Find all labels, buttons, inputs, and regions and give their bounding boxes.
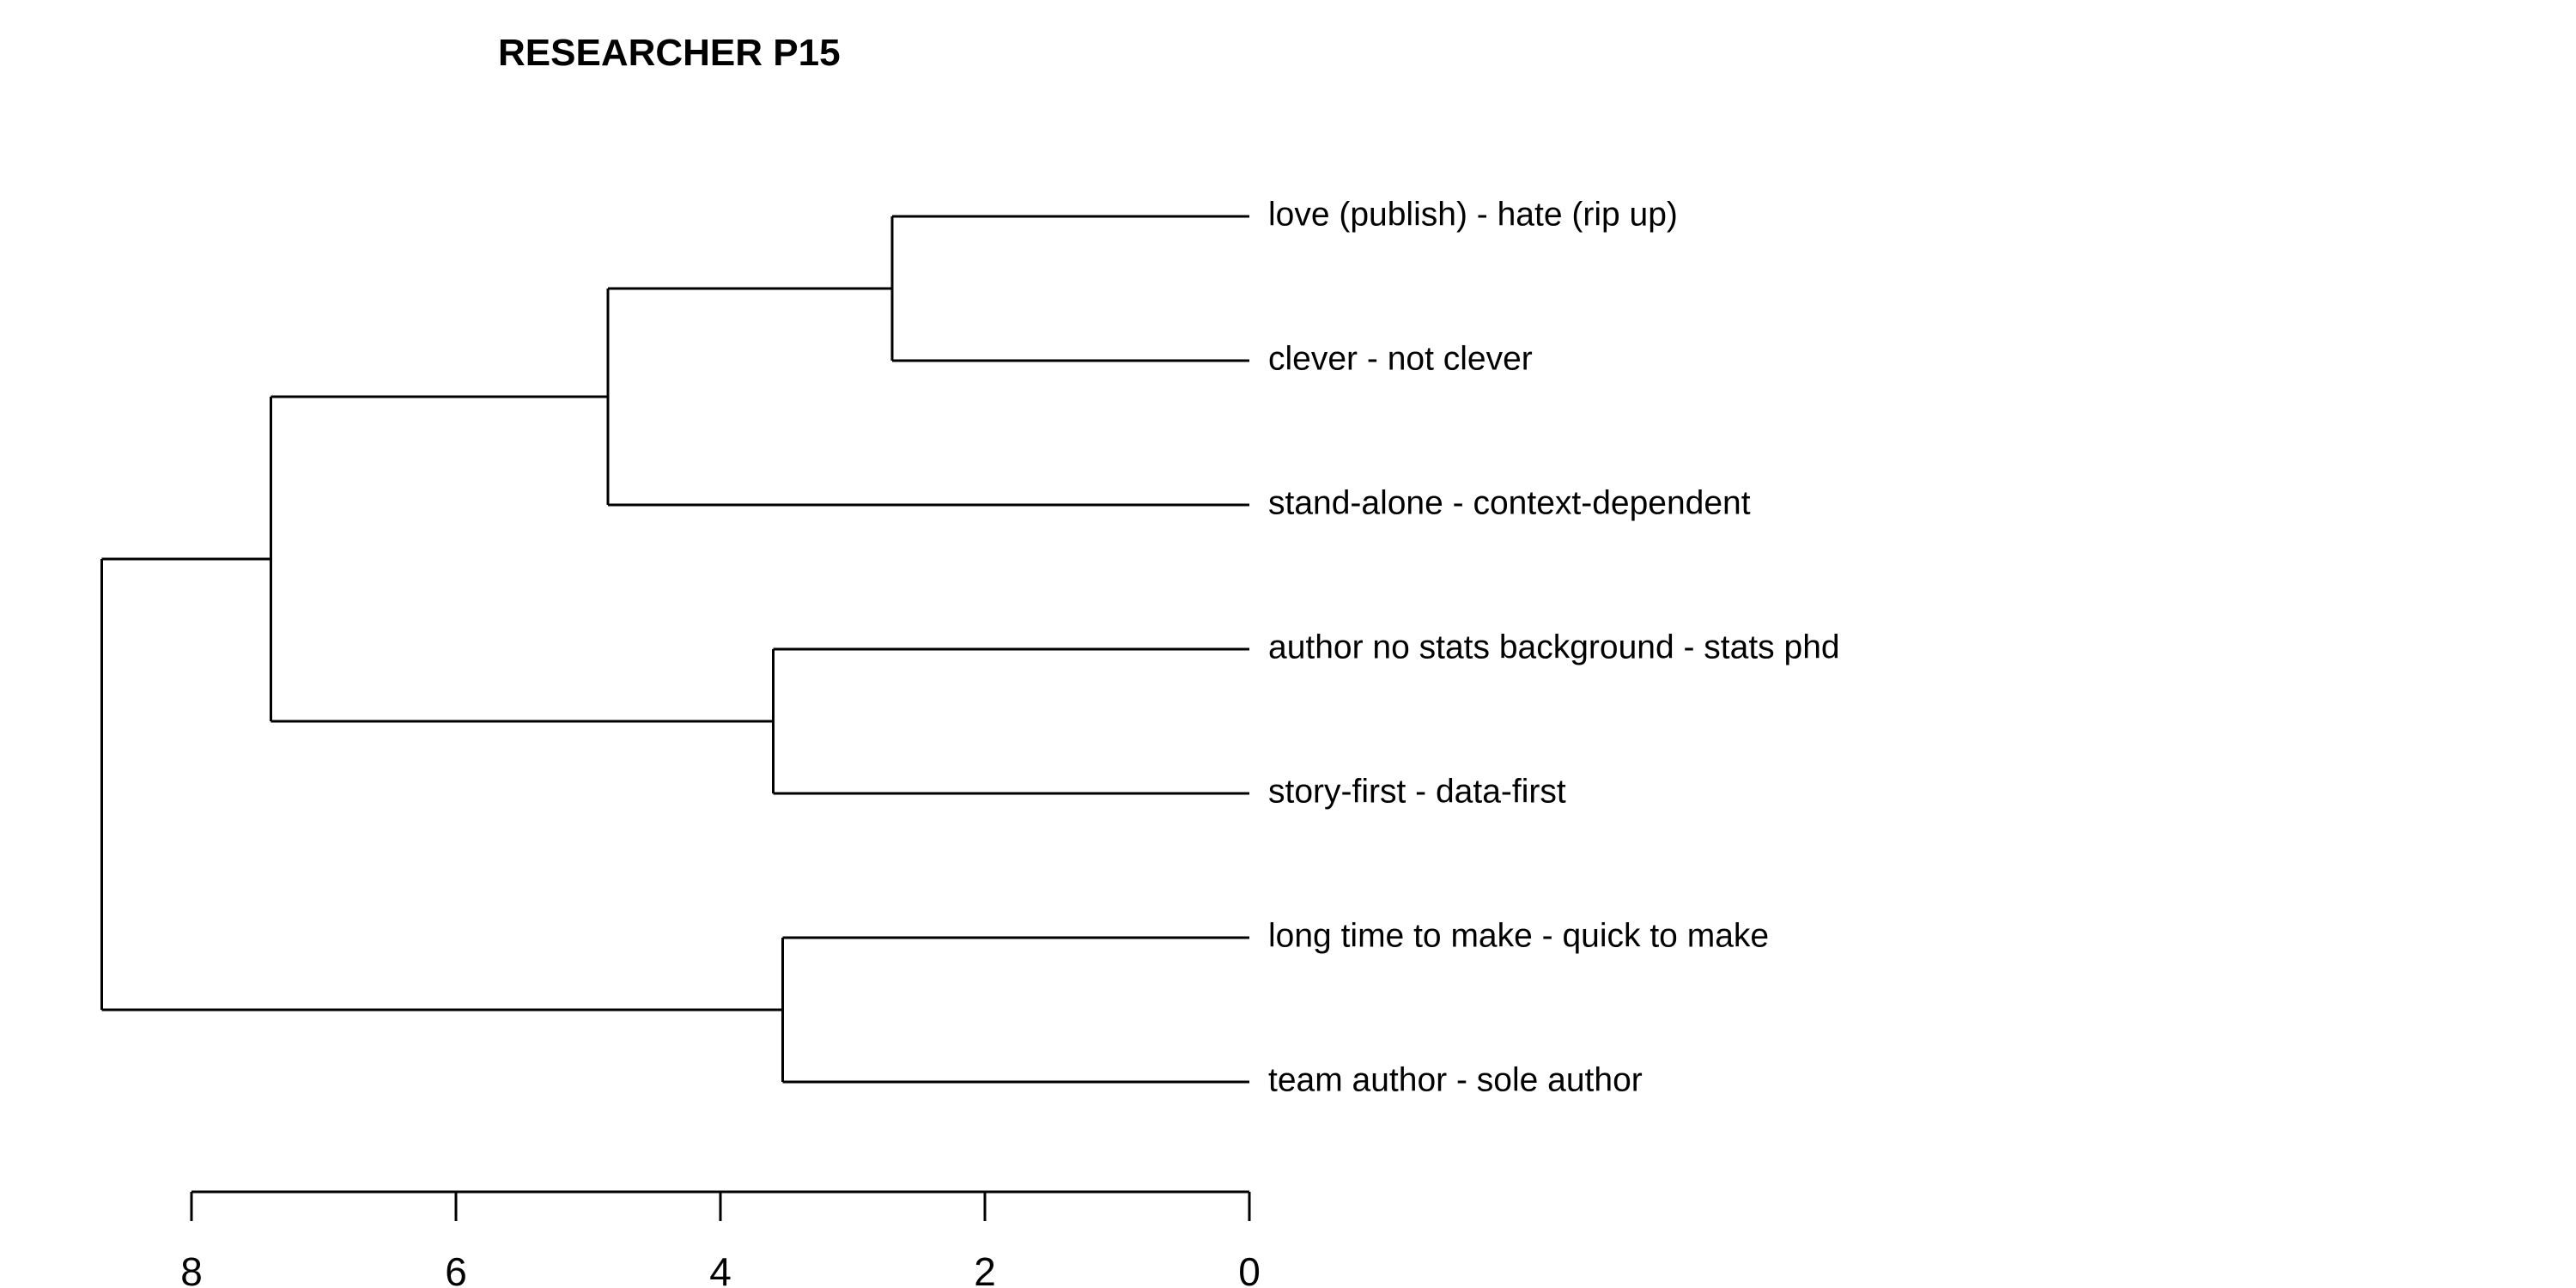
leaf-label: stand-alone - context-dependent xyxy=(1268,484,1751,521)
leaf-label: clever - not clever xyxy=(1268,340,1533,377)
leaf-label: author no stats background - stats phd xyxy=(1268,629,1840,665)
leaf-label: long time to make - quick to make xyxy=(1268,917,1769,954)
leaf-label: love (publish) - hate (rip up) xyxy=(1268,196,1678,233)
x-axis: 8 6 4 2 0 xyxy=(180,1190,1261,1288)
chart-title: RESEARCHER P15 xyxy=(498,32,841,74)
leaf-label: story-first - data-first xyxy=(1268,773,1566,810)
x-tick-label: 4 xyxy=(709,1249,732,1288)
x-tick-label: 8 xyxy=(180,1249,203,1288)
dendrogram-branches xyxy=(100,215,1249,1084)
x-tick-label: 6 xyxy=(445,1249,467,1288)
leaf-labels: love (publish) - hate (rip up) clever - n… xyxy=(1268,196,1840,1098)
leaf-label: team author - sole author xyxy=(1268,1061,1643,1098)
x-tick-label: 0 xyxy=(1238,1249,1261,1288)
x-tick-label: 2 xyxy=(974,1249,996,1288)
